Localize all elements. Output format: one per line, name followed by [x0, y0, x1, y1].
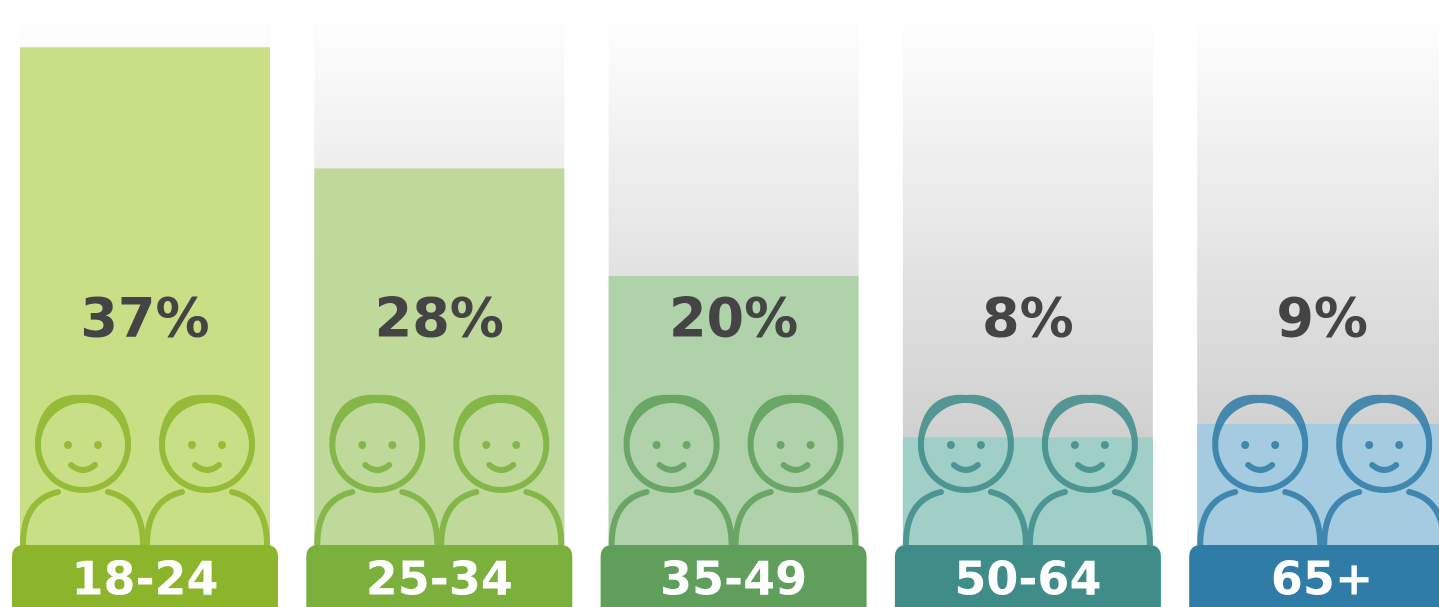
icon-eye	[977, 441, 985, 449]
icon-eye	[94, 441, 102, 449]
icon-eye	[807, 441, 815, 449]
value-label: 9%	[1276, 287, 1368, 350]
icon-eye	[218, 441, 226, 449]
icon-eye	[777, 441, 785, 449]
value-label: 8%	[982, 287, 1074, 350]
value-label: 20%	[669, 287, 798, 350]
icon-eye	[482, 441, 490, 449]
icon-eye	[947, 441, 955, 449]
icon-eye	[358, 441, 366, 449]
icon-eye	[683, 441, 691, 449]
bar	[314, 168, 564, 545]
icon-eye	[1271, 441, 1279, 449]
value-label: 28%	[375, 287, 504, 350]
icon-eye	[1101, 441, 1109, 449]
category-label: 18-24	[71, 552, 218, 606]
icon-eye	[64, 441, 72, 449]
icon-eye	[1241, 441, 1249, 449]
value-label: 37%	[80, 287, 209, 350]
chart: 37% 18-24 28% 25-34 20% 35-49 8% 50-64 9% 65+	[0, 0, 1439, 607]
icon-eye	[653, 441, 661, 449]
icon-eye	[512, 441, 520, 449]
category-label: 35-49	[660, 552, 807, 606]
category-label: 25-34	[366, 552, 513, 606]
icon-eye	[1071, 441, 1079, 449]
icon-eye	[1365, 441, 1373, 449]
category-label: 50-64	[954, 552, 1101, 606]
category-label: 65+	[1271, 552, 1374, 606]
icon-eye	[188, 441, 196, 449]
icon-eye	[1395, 441, 1403, 449]
icon-eye	[388, 441, 396, 449]
